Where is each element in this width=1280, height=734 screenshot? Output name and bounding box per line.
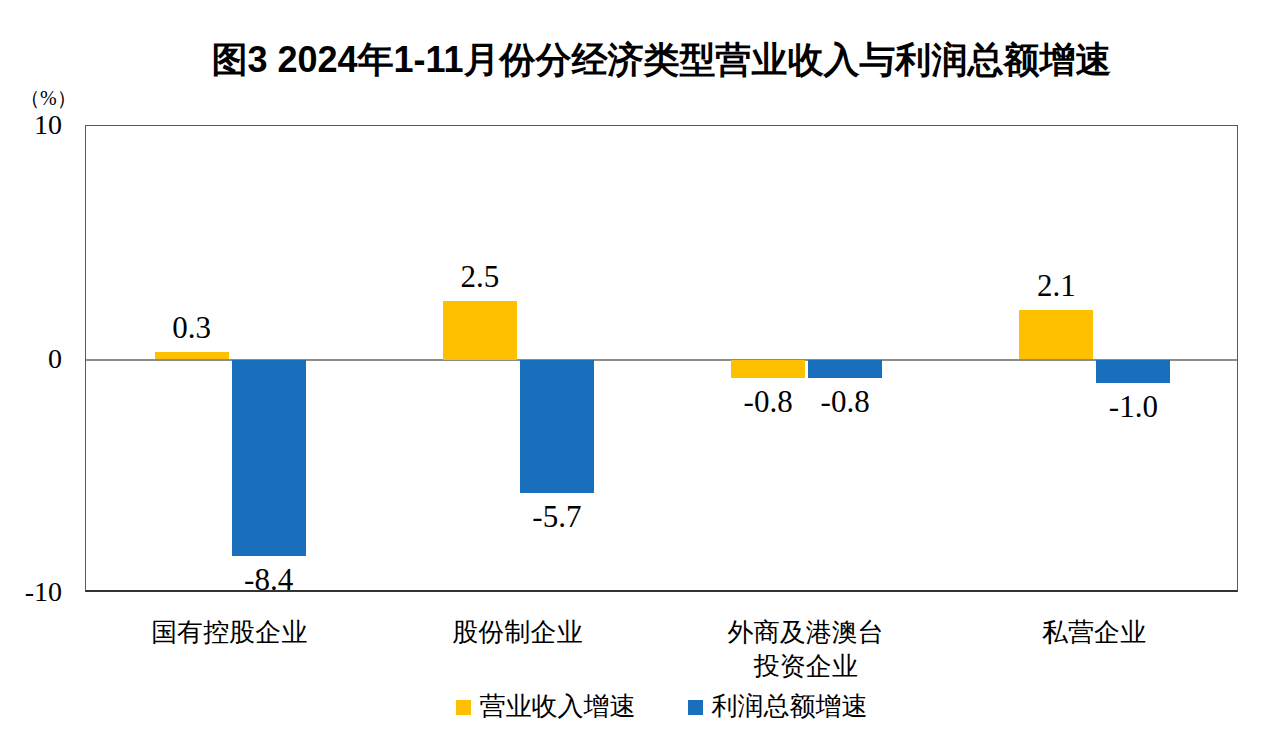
x-axis-label: 外商及港澳台 投资企业 xyxy=(662,616,950,684)
x-axis-label: 股份制企业 xyxy=(373,616,661,650)
y-tick-label: 0 xyxy=(0,343,62,375)
bar-营业收入增速-私营企业 xyxy=(1019,310,1093,359)
bar-利润总额增速-股份制企业 xyxy=(520,360,594,493)
bar-chart-figure: 图3 2024年1-11月份分经济类型营业收入与利润总额增速 （%） 10 0 -1… xyxy=(0,0,1280,734)
chart-title: 图3 2024年1-11月份分经济类型营业收入与利润总额增速 xyxy=(85,38,1238,82)
y-tick-label: 10 xyxy=(0,109,62,141)
y-tick-label: -10 xyxy=(0,576,62,608)
legend-swatch-icon xyxy=(456,700,471,715)
bar-利润总额增速-国有控股企业 xyxy=(232,360,306,556)
bar-value-label: -1.0 xyxy=(1063,389,1203,425)
bar-营业收入增速-外商及港澳台投资企业 xyxy=(731,360,805,379)
y-axis-unit-label: （%） xyxy=(20,86,77,110)
bar-利润总额增速-私营企业 xyxy=(1096,360,1170,383)
bar-value-label: 0.3 xyxy=(122,310,262,346)
bar-利润总额增速-外商及港澳台投资企业 xyxy=(808,360,882,379)
bar-value-label: 2.5 xyxy=(410,259,550,295)
legend: 营业收入增速 利润总额增速 xyxy=(85,691,1238,723)
x-axis-category-labels: 国有控股企业股份制企业外商及港澳台 投资企业私营企业 xyxy=(85,616,1238,690)
bar-营业收入增速-股份制企业 xyxy=(443,301,517,359)
bar-value-label: -5.7 xyxy=(487,499,627,535)
legend-label: 营业收入增速 xyxy=(480,691,636,723)
bar-value-label: 2.1 xyxy=(986,268,1126,304)
legend-label: 利润总额增速 xyxy=(712,691,868,723)
legend-item: 营业收入增速 xyxy=(456,691,636,723)
legend-item: 利润总额增速 xyxy=(688,691,868,723)
bar-营业收入增速-国有控股企业 xyxy=(155,352,229,359)
legend-swatch-icon xyxy=(688,700,703,715)
x-axis-label: 私营企业 xyxy=(950,616,1238,650)
bar-value-label: -8.4 xyxy=(199,562,339,598)
plot-area: 0.3-8.42.5-5.7-0.8-0.82.1-1.0 xyxy=(85,125,1238,592)
bar-value-label: -0.8 xyxy=(775,384,915,420)
x-axis-label: 国有控股企业 xyxy=(85,616,373,650)
